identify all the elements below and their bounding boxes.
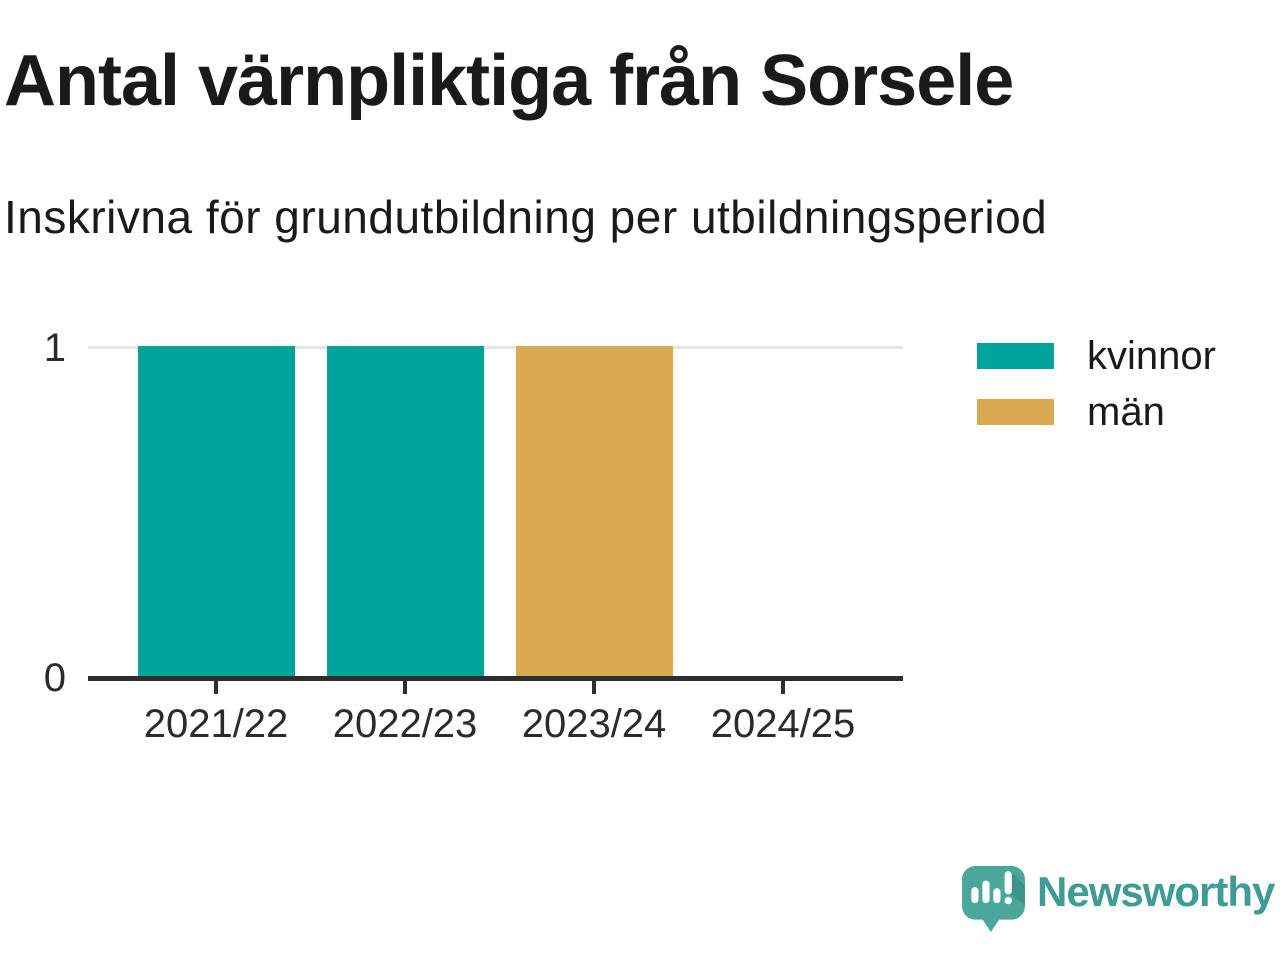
x-axis-line <box>88 676 903 681</box>
x-tick-label-2021-22: 2021/22 <box>143 702 289 746</box>
legend-label-män: män <box>1087 389 1165 434</box>
x-tick-mark <box>592 681 596 694</box>
legend-swatch-kvinnor <box>977 343 1054 369</box>
bar-män-2023-24 <box>515 346 673 676</box>
x-tick-mark <box>781 681 785 694</box>
newsworthy-bubble-icon <box>962 866 1025 932</box>
bar-kvinnor-2022-23 <box>326 346 484 676</box>
legend-item-kvinnor: kvinnor <box>977 328 1216 384</box>
newsworthy-logo: Newsworthy <box>962 866 1280 936</box>
x-tick-mark <box>403 681 407 694</box>
bar-kvinnor-2021-22 <box>137 346 295 676</box>
x-tick-label-2022-23: 2022/23 <box>332 702 478 746</box>
gridline <box>88 346 903 349</box>
legend-label-kvinnor: kvinnor <box>1087 333 1216 378</box>
x-tick-label-2023-24: 2023/24 <box>521 702 667 746</box>
legend-swatch-män <box>977 399 1054 425</box>
chart-title: Antal värnpliktiga från Sorsele <box>4 41 1014 121</box>
x-tick-label-2024-25: 2024/25 <box>710 702 856 746</box>
y-tick-label: 1 <box>43 326 66 370</box>
chart-subtitle: Inskrivna för grundutbildning per utbild… <box>4 191 1048 243</box>
y-tick-label: 0 <box>43 656 66 700</box>
newsworthy-wordmark: Newsworthy <box>1037 868 1275 915</box>
legend: kvinnor män <box>977 328 1216 440</box>
legend-item-män: män <box>977 384 1216 440</box>
x-tick-mark <box>214 681 218 694</box>
